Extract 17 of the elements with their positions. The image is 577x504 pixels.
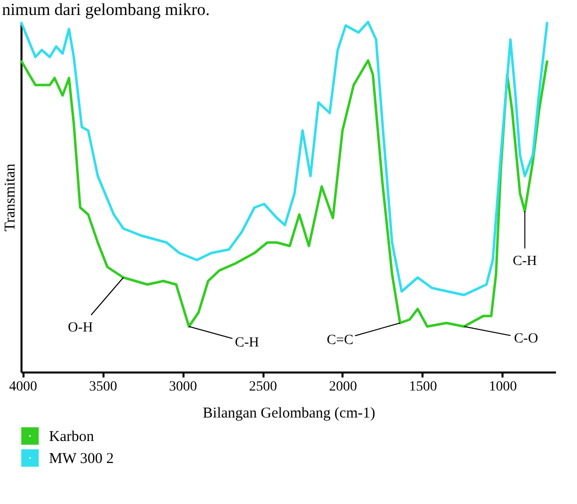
- annotation: C-H: [234, 336, 259, 350]
- x-tick-label: 1000: [488, 380, 517, 394]
- x-tick-label: 3500: [89, 380, 118, 394]
- x-axis-title: Bilangan Gelombang (cm-1): [202, 406, 376, 422]
- annotation: C-H: [512, 254, 537, 269]
- x-tick-label: 2000: [328, 380, 357, 394]
- legend-label: Karbon: [49, 429, 94, 445]
- x-tick-label: 2500: [249, 380, 278, 394]
- annotation: C=C: [326, 333, 354, 348]
- text: nimum dari gelombang mikro.: [2, 0, 210, 19]
- legend-label: MW 300 2: [49, 451, 114, 467]
- annotation: O-H: [68, 320, 93, 336]
- x-tick-label: 4000: [9, 380, 38, 394]
- y-axis-title: Transmitan: [2, 163, 18, 232]
- x-tick-label: 1500: [408, 380, 437, 394]
- annotation: C-O: [514, 332, 538, 346]
- x-tick-label: 3000: [169, 380, 198, 394]
